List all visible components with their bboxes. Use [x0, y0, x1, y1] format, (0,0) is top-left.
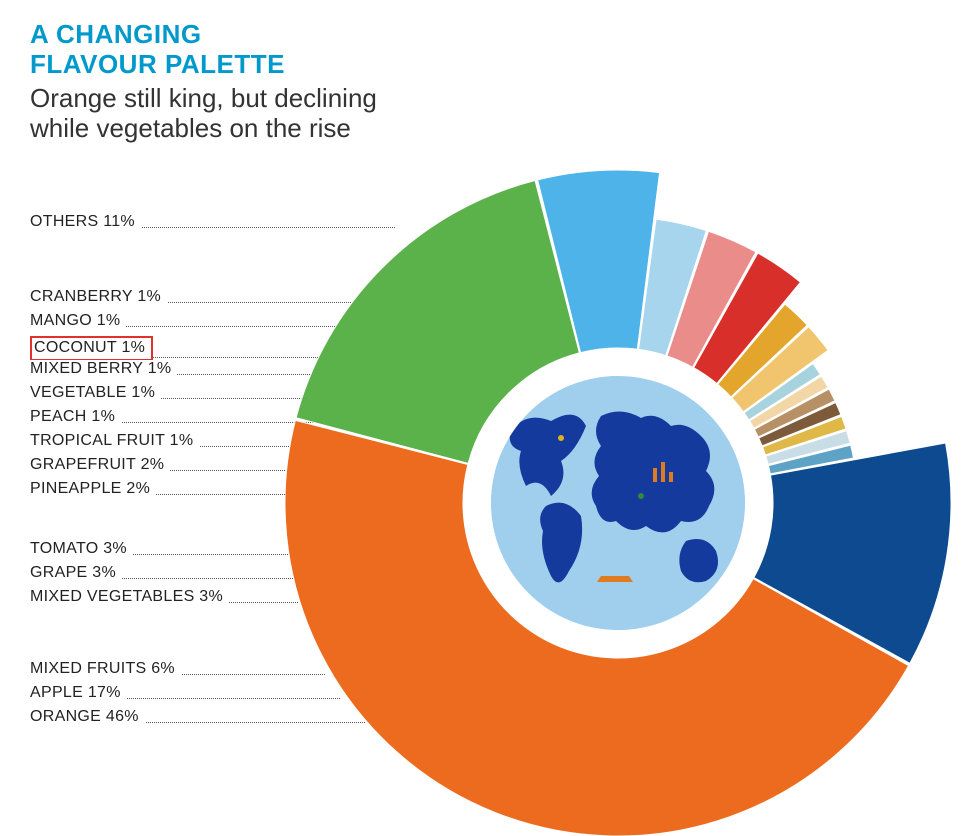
label-text: TOMATO 3%: [30, 540, 133, 558]
label-text: MIXED BERRY 1%: [30, 360, 177, 378]
label-text: TROPICAL FRUIT 1%: [30, 432, 199, 450]
label-tropical-fruit: TROPICAL FRUIT 1%: [30, 432, 199, 450]
label-vegetable: VEGETABLE 1%: [30, 384, 161, 402]
label-grapefruit: GRAPEFRUIT 2%: [30, 456, 170, 474]
label-text: GRAPE 3%: [30, 564, 122, 582]
label-text: MIXED FRUITS 6%: [30, 660, 181, 678]
label-mixed-fruits: MIXED FRUITS 6%: [30, 660, 181, 678]
globe-svg: [491, 376, 745, 630]
label-text: MIXED VEGETABLES 3%: [30, 588, 229, 606]
label-text: OTHERS 11%: [30, 213, 141, 231]
label-grape: GRAPE 3%: [30, 564, 122, 582]
globe-icon: [491, 376, 745, 630]
label-text: CRANBERRY 1%: [30, 288, 167, 306]
label-text: GRAPEFRUIT 2%: [30, 456, 170, 474]
label-text: PINEAPPLE 2%: [30, 480, 156, 498]
label-tomato: TOMATO 3%: [30, 540, 133, 558]
label-peach: PEACH 1%: [30, 408, 121, 426]
label-others: OTHERS 11%: [30, 213, 141, 231]
label-apple: APPLE 17%: [30, 684, 127, 702]
label-cranberry: CRANBERRY 1%: [30, 288, 167, 306]
label-mixed-berry: MIXED BERRY 1%: [30, 360, 177, 378]
label-text: VEGETABLE 1%: [30, 384, 161, 402]
label-orange: ORANGE 46%: [30, 708, 145, 726]
label-text: ORANGE 46%: [30, 708, 145, 726]
label-text: MANGO 1%: [30, 312, 126, 330]
label-pineapple: PINEAPPLE 2%: [30, 480, 156, 498]
label-text: COCONUT 1%: [30, 336, 153, 361]
labels-column: OTHERS 11% CRANBERRY 1% MANGO 1% COCONUT 1%…: [30, 0, 420, 836]
label-text: APPLE 17%: [30, 684, 127, 702]
label-mixed-vegetables: MIXED VEGETABLES 3%: [30, 588, 229, 606]
label-mango: MANGO 1%: [30, 312, 126, 330]
label-coconut: COCONUT 1%: [30, 336, 153, 361]
label-text: PEACH 1%: [30, 408, 121, 426]
